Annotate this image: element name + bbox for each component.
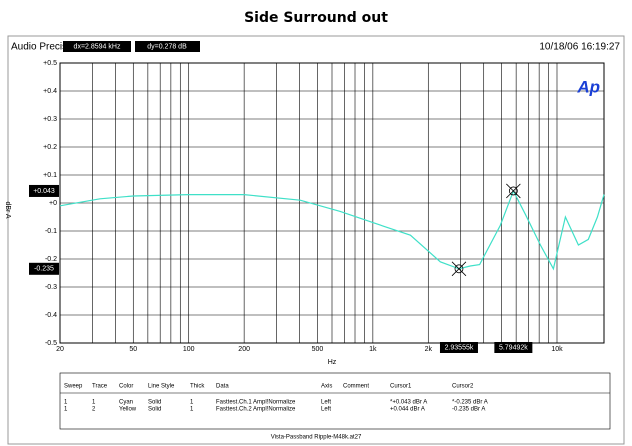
y-axis-label: dBr A (4, 201, 11, 218)
cursor-marker (508, 186, 518, 196)
delta-box (63, 41, 131, 52)
cursor-cross (506, 183, 521, 199)
frame (7, 35, 625, 445)
cursor-marker (454, 264, 464, 274)
cursor-x-label: 5.79492k (499, 344, 528, 351)
logo: Ap (576, 77, 600, 96)
y-tick-label: -0.1 (45, 228, 57, 235)
x-tick-label: 2k (425, 346, 433, 353)
y-tick-label: +0.3 (43, 116, 57, 123)
x-tick-label: 100 (183, 346, 195, 353)
y-tick-label: +0 (49, 200, 57, 207)
table-cell: 1 (64, 407, 68, 413)
y-tick-label: -0.5 (45, 340, 57, 347)
table-cell: Solid (148, 407, 161, 413)
table-cell: -0.235 dBr A (452, 407, 485, 413)
y-tick-label: -0.2 (45, 256, 57, 263)
x-tick-label: 10k (551, 346, 563, 353)
y-tick-label: +0.5 (43, 60, 57, 67)
table-header: Axis (321, 384, 332, 390)
table-header: Cursor1 (390, 384, 412, 390)
table-cell: 1 (92, 400, 96, 406)
delta-y: dy=0.278 dB (147, 43, 187, 50)
cursor-y-box (29, 262, 59, 275)
table-cell: Left (321, 407, 331, 413)
table-header: Thick (190, 384, 205, 390)
table-cell: 1 (64, 400, 68, 406)
table-header: Data (216, 384, 229, 390)
cursor-y-label: -0.235 (34, 266, 54, 273)
cursor-x-label: 2.93555k (445, 344, 474, 351)
brand: Audio Precision (11, 42, 80, 53)
table-cell: 1 (190, 400, 194, 406)
y-tick-label: -0.4 (45, 312, 57, 319)
chart-title: Side Surround out (244, 10, 388, 26)
table-header: Cursor2 (452, 384, 474, 390)
table-cell: Left (321, 400, 331, 406)
table-header: Comment (343, 384, 369, 390)
cursor-x-box (439, 342, 478, 353)
cursor-y-label: +0.043 (33, 188, 55, 195)
data-line (59, 189, 605, 271)
y-tick-label: +0.4 (43, 88, 57, 95)
table-cell: Yellow (119, 407, 137, 413)
y-tick-label: +0.2 (43, 144, 57, 151)
cursor-y-box (29, 184, 59, 197)
footer: Vista-Passband Ripple-M48k.at27 (271, 435, 362, 441)
table-header: Line Style (148, 384, 175, 390)
table-cell: *+0.043 dBr A (390, 400, 427, 406)
delta-box (135, 41, 200, 52)
table-cell: Fasttest.Ch.1 Ampl!Normalize (216, 400, 296, 406)
cursor-cross (451, 261, 467, 277)
table-cell: *-0.235 dBr A (452, 400, 488, 406)
x-axis-label: Hz (328, 359, 337, 366)
table-cell: Cyan (119, 400, 133, 406)
x-tick-label: 50 (129, 346, 137, 353)
x-tick-label: 200 (238, 346, 250, 353)
x-tick-label: 1k (369, 346, 377, 353)
timestamp: 10/18/06 16:19:27 (539, 42, 620, 53)
legend-table-frame (59, 372, 611, 430)
table-cell: +0.044 dBr A (390, 407, 425, 413)
cursor-x-box (494, 342, 533, 353)
table-header: Color (119, 384, 133, 390)
y-tick-label: -0.3 (45, 284, 57, 291)
table-cell: Fasttest.Ch.2 Ampl!Normalize (216, 407, 296, 413)
x-tick-label: 500 (312, 346, 324, 353)
table-header: Sweep (64, 384, 83, 390)
x-tick-label: 20 (56, 346, 64, 353)
table-cell: 2 (92, 407, 96, 413)
y-tick-label: +0.1 (43, 172, 57, 179)
table-header: Trace (92, 384, 108, 390)
delta-x: dx=2.8594 kHz (74, 43, 121, 50)
table-cell: 1 (190, 407, 194, 413)
table-cell: Solid (148, 400, 161, 406)
